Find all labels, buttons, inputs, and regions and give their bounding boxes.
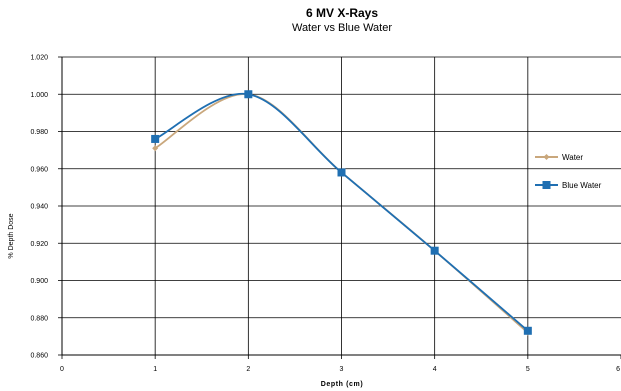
y-tick-label: 1.000: [30, 92, 48, 99]
y-tick-label: 0.980: [30, 129, 48, 136]
legend-marker: [543, 154, 550, 160]
axes: [58, 56, 621, 359]
data-point: [152, 145, 159, 152]
x-tick-label: 0: [60, 366, 64, 373]
data-point: [244, 90, 253, 99]
y-tick-label: 1.020: [30, 55, 48, 62]
x-tick-label: 1: [153, 366, 157, 373]
y-tick-label: 0.940: [30, 204, 48, 211]
chart-subtitle: Water vs Blue Water: [292, 22, 392, 34]
x-tick-label: 3: [340, 366, 344, 373]
x-tick-label: 2: [246, 366, 250, 373]
x-tick-label: 6: [616, 366, 620, 373]
legend-label: Blue Water: [562, 181, 602, 190]
gridlines: [62, 56, 621, 356]
y-tick-label: 0.960: [30, 166, 48, 173]
y-tick-label: 0.860: [30, 353, 48, 360]
x-tick-labels: 0 1 2 3 4 5 6: [60, 366, 620, 373]
data-point: [151, 134, 160, 143]
legend-label: Water: [562, 153, 583, 162]
y-axis-title: % Depth Dose: [8, 213, 15, 258]
y-tick-label: 0.880: [30, 315, 48, 322]
x-axis-title: Depth (cm): [321, 381, 364, 388]
legend: Water Blue Water: [535, 153, 602, 190]
legend-item: Blue Water: [535, 181, 602, 190]
data-point: [430, 246, 439, 255]
series-blue-water: [151, 90, 532, 335]
data-point: [523, 326, 532, 335]
chart-title: 6 MV X-Rays: [306, 6, 378, 20]
y-tick-labels: 0.860 0.880 0.900 0.920 0.940 0.960 0.980 1.000…: [30, 55, 48, 360]
series-group: [151, 90, 532, 336]
data-point: [337, 168, 346, 177]
legend-item: Water: [535, 153, 583, 162]
legend-marker: [542, 181, 551, 189]
y-tick-label: 0.920: [30, 241, 48, 248]
y-tick-label: 0.900: [30, 278, 48, 285]
x-tick-label: 4: [433, 366, 437, 373]
x-tick-label: 5: [526, 366, 530, 373]
